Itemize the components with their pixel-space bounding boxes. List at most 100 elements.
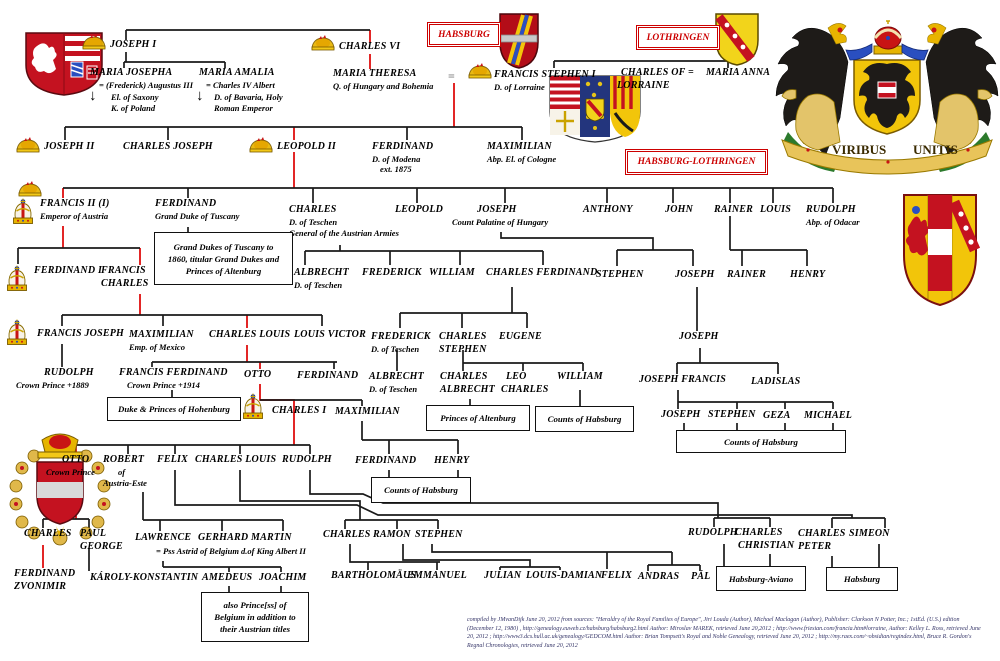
descent-line [402, 544, 531, 567]
person-label: FERDINAND [372, 141, 434, 152]
person-label: JOSEPH FRANCIS [639, 374, 726, 385]
person-rudolph-c: RUDOLPH [688, 527, 738, 540]
person-label: CHARLES VI [339, 41, 401, 52]
person-label: JOSEPH I [110, 39, 157, 50]
person-charles-louis: CHARLES LOUIS [209, 329, 290, 342]
person-label: MARIA AMALIA [199, 67, 275, 78]
note-box-counts-of-habsburg-1: Counts of Habsburg [535, 406, 634, 432]
person-label: FREDERICK [362, 267, 422, 278]
person-label: ALBRECHT [440, 383, 495, 395]
person-pss-astrid: = Pss Astrid of Belgium d.of King Albert… [156, 546, 306, 558]
person-label: FERDINAND [297, 370, 359, 381]
person-spouse-albert: = Charles IV Albert D. of Bavaria, Holy Ro… [206, 80, 283, 115]
person-label: FRANCIS FERDINAND [119, 367, 228, 378]
person-ferdinand-c: FERDINAND [355, 455, 416, 468]
person-label: MAXIMILIAN [129, 329, 194, 340]
person-label: LOUIS-DAMIAN [526, 570, 603, 581]
person-label: CHARLES LOUIS [209, 329, 291, 340]
person-charles-christian: CHARLES CHRISTIAN [735, 527, 794, 552]
person-frederick-teschen: FREDERICK D. of Teschen [371, 331, 431, 355]
person-label: JOSEPH [477, 204, 517, 215]
person-label: ALBRECHT [369, 371, 424, 382]
note-box-label: Grand Dukes of Tuscany to [173, 241, 274, 252]
person-label: FERDINAND [155, 198, 217, 209]
note-box-label: Counts of Habsburg [547, 414, 622, 424]
person-label: OTTO [244, 369, 272, 380]
person-label: LORRAINE [617, 79, 670, 91]
note-box-tuscany-note: Grand Dukes of Tuscany to 1860, titular G… [154, 232, 293, 285]
archducal-coronet-icon [17, 181, 43, 197]
person-label: K. of Poland [111, 103, 156, 113]
person-label: D. of Bavaria, Holy [214, 91, 283, 102]
note-box-habsburg-aviano-note: Habsburg-Aviano [716, 566, 806, 591]
note-box-label: Counts of Habsburg [384, 485, 458, 495]
person-label: Crown Prince [46, 466, 95, 477]
person-label: Crown Prince +1889 [16, 379, 89, 390]
person-arrow-2: ↓ [196, 89, 204, 104]
person-label: JULIAN [484, 570, 522, 581]
person-label: SIMEON [849, 528, 890, 539]
person-label: Roman Emperor [214, 103, 273, 113]
person-stephen: STEPHEN [596, 269, 644, 282]
person-label: CHARLES [439, 331, 487, 342]
person-joseph-ii: JOSEPH II [44, 141, 94, 154]
person-label: LEOPOLD II [277, 141, 336, 152]
person-label: D. of Modena [372, 153, 421, 164]
person-label: Count Palatine of Hungary [452, 216, 549, 227]
person-label: JOHN [665, 204, 694, 215]
person-henry-c: HENRY [434, 455, 469, 468]
person-joseph-palatine: JOSEPH Count Palatine of Hungary [452, 204, 548, 228]
person-label: CHARLES [501, 383, 549, 395]
person-louis-victor: LOUIS VICTOR [294, 329, 366, 342]
person-label: GEZA [763, 410, 791, 421]
person-label: Emperor of Austria [40, 210, 109, 221]
person-joachim: JOACHIM [259, 572, 307, 585]
person-label: STEPHEN [596, 269, 644, 280]
archducal-coronet-icon [248, 137, 274, 153]
imperial-crown-icon [241, 393, 265, 421]
person-karoly-konstantin: KÁROLY-KONSTANTIN [90, 572, 198, 585]
person-francis-ii: FRANCIS II (I) Emperor of Austria [40, 198, 110, 222]
person-label: JOSEPH [679, 331, 719, 342]
note-box-hohenburg-note: Duke & Princes of Hohenburg [107, 397, 241, 421]
person-charles-of-lorraine: CHARLES OF = LORRAINE [617, 67, 694, 92]
person-label: RAMON [373, 529, 411, 540]
person-louis-damian: LOUIS-DAMIAN [526, 570, 602, 583]
person-label: D. of Teschen [294, 279, 343, 290]
person-maria-theresa: MARIA THERESA Q. of Hungary and Bohemia [333, 68, 433, 92]
person-label: = Charles IV Albert [206, 80, 275, 90]
dynasty-label-habsburg: HABSBURG [427, 22, 501, 47]
person-otto-crown-prince: OTTO Crown Prince [46, 454, 95, 478]
person-label: El. of Saxony [111, 91, 159, 102]
person-label: Emp. of Mexico [129, 341, 185, 352]
person-maximilian-cologne: MAXIMILIAN Abp. El. of Cologne [487, 141, 556, 165]
person-rudolph-crown-prince: RUDOLPH Crown Prince +1889 [16, 367, 94, 391]
note-box-label: Counts of Habsburg [724, 436, 798, 447]
note-box-label: also Prince[ss] of [223, 600, 287, 610]
person-label: = (Frederick) Augustus III [99, 80, 194, 90]
note-box-altenburg-note: Princes of Altenburg [426, 405, 530, 431]
person-otto-a: OTTO [244, 369, 271, 382]
person-label: CHRISTIAN [738, 539, 795, 551]
person-label: General of the Austrian Armies [289, 228, 399, 238]
person-label: CHARLES I [272, 405, 327, 416]
person-william: WILLIAM [429, 267, 475, 280]
archducal-coronet-icon [467, 63, 493, 79]
person-label: RUDOLPH [44, 367, 94, 378]
person-label: CHARLES [440, 371, 488, 382]
person-label: WILLIAM [557, 371, 603, 382]
person-label: HENRY [434, 455, 470, 466]
person-bartholomaus: BARTHOLOMÄUS [331, 570, 416, 583]
dynasty-label-lothringen: LOTHRINGEN [636, 25, 720, 50]
person-label: GEORGE [80, 540, 123, 552]
person-label: ALBRECHT [294, 267, 349, 278]
person-label: STEPHEN [708, 409, 756, 420]
descent-line [349, 544, 440, 563]
person-leopold: LEOPOLD [395, 204, 443, 217]
person-label: JOSEPH [661, 409, 701, 420]
person-charles-teschen: CHARLES D. of Teschen General of the Austr… [289, 204, 399, 240]
note-box-belgium-note: also Prince[ss] of Belgium in addition to… [201, 592, 309, 642]
person-label: Abp. of Odacar [806, 216, 860, 227]
